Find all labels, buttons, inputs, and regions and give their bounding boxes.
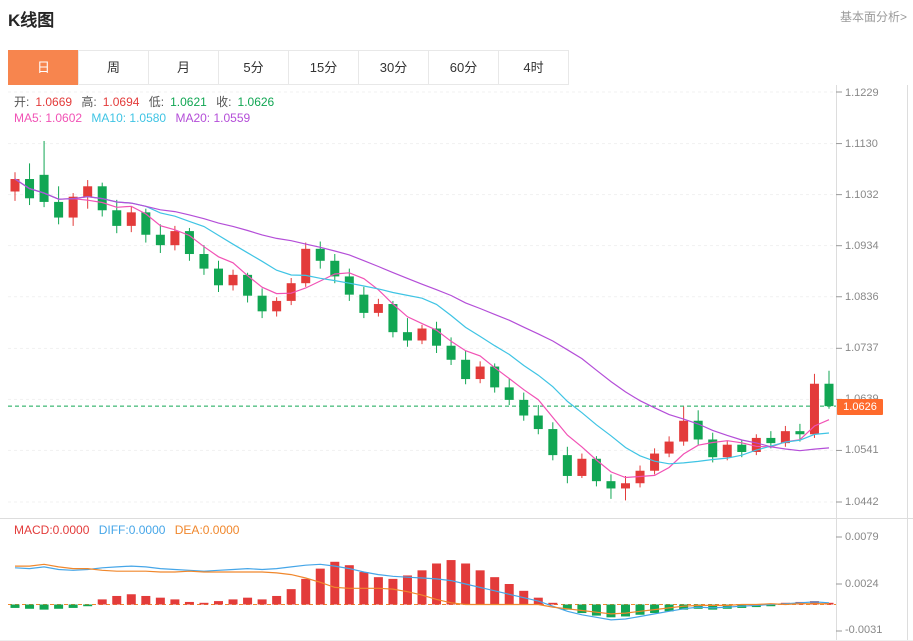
axis-label: 1.1130 [845,138,878,150]
tab-week[interactable]: 周 [78,50,149,85]
period-tabs: 日 周 月 5分 15分 30分 60分 4时 [8,50,569,85]
axis-label: 1.0836 [845,291,879,303]
high-value: 1.0694 [102,95,140,109]
tab-5min[interactable]: 5分 [218,50,289,85]
axis-label: 0.0079 [845,531,879,543]
tab-30min[interactable]: 30分 [358,50,429,85]
low-value: 1.0621 [170,95,207,109]
ma-legend: MA5: 1.0602 MA10: 1.0580 MA20: 1.0559 [14,111,256,125]
macd-value: MACD:0.0000 [14,523,90,537]
ma5-legend: MA5: 1.0602 [14,111,83,125]
close-value: 1.0626 [237,95,275,109]
axis-label: 1.1229 [845,87,879,99]
current-price-tag: 1.0626 [837,399,883,415]
axis-label: -0.0031 [845,624,883,636]
tab-15min[interactable]: 15分 [288,50,359,85]
high-label: 高: [81,95,97,109]
open-value: 1.0669 [35,95,73,109]
fundamental-analysis-link[interactable]: 基本面分析> [839,10,907,24]
axis-label: 1.0737 [845,342,879,354]
ma10-legend: MA10: 1.0580 [91,111,167,125]
open-label: 开: [14,95,30,109]
close-label: 收: [216,95,232,109]
tab-4hour[interactable]: 4时 [498,50,569,85]
axis-label: 1.1032 [845,189,879,201]
tab-month[interactable]: 月 [148,50,219,85]
macd-legend: MACD:0.0000 DIFF:0.0000 DEA:0.0000 [14,523,245,537]
tab-60min[interactable]: 60分 [428,50,499,85]
ohlc-legend: 开: 1.0669 高: 1.0694 低: 1.0621 收: 1.0626 [14,93,280,110]
page-title: K线图 [8,11,55,30]
axis-label: 1.0934 [845,240,879,252]
dea-value: DEA:0.0000 [174,523,240,537]
diff-value: DIFF:0.0000 [98,523,166,537]
tab-day[interactable]: 日 [8,50,79,85]
axis-label: 1.0442 [845,496,879,508]
axis-label: 0.0024 [845,578,879,590]
low-label: 低: [148,95,165,109]
axis-label: 1.0541 [845,444,879,456]
ma20-legend: MA20: 1.0559 [175,111,251,125]
